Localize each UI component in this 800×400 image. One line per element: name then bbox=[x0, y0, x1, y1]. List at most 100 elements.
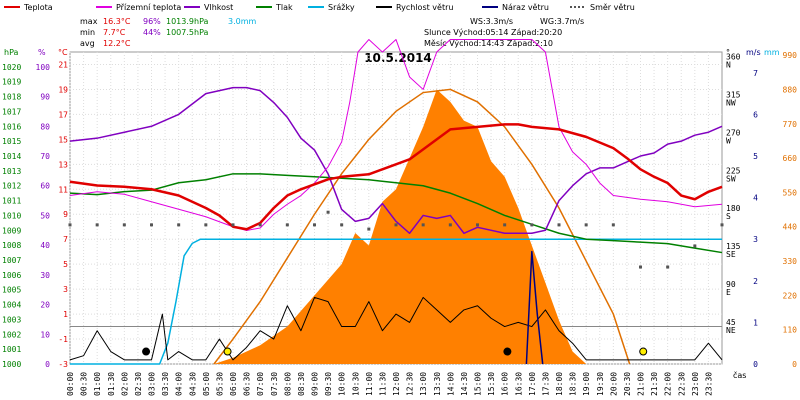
tick-time: 02:00 bbox=[120, 372, 129, 396]
tick-hpa: 1014 bbox=[2, 152, 21, 161]
tick-direction: 45 bbox=[726, 318, 736, 327]
tick-direction: 90 bbox=[726, 280, 736, 289]
tick-hpa: 1018 bbox=[2, 93, 21, 102]
tick-time: 02:30 bbox=[134, 372, 143, 396]
tick-hpa: 1004 bbox=[2, 301, 21, 310]
tick-ms: 5 bbox=[753, 152, 758, 161]
tick-temp: -1 bbox=[58, 335, 68, 344]
legend-rychlost-vetru: Rychlost větru bbox=[396, 3, 453, 12]
tick-hpa: 1000 bbox=[2, 360, 21, 369]
tick-time: 15:30 bbox=[487, 372, 496, 396]
tick-mm: 0 bbox=[792, 360, 797, 369]
solar-radiation-area bbox=[213, 89, 587, 364]
tick-mm: 440 bbox=[783, 223, 798, 232]
stat-ws: WS:3.3m/s bbox=[470, 17, 513, 26]
wind-direction-point bbox=[584, 223, 588, 227]
axis-label-pct: % bbox=[38, 48, 46, 57]
tick-time: 03:30 bbox=[161, 372, 170, 396]
tick-pct: 70 bbox=[40, 152, 50, 161]
tick-time: 23:30 bbox=[704, 372, 713, 396]
tick-time: 20:30 bbox=[623, 372, 632, 396]
tick-hpa: 1006 bbox=[2, 271, 21, 280]
tick-time: 07:30 bbox=[270, 372, 279, 396]
stat-max-press: 1013.9hPa bbox=[166, 17, 209, 26]
stat-min-label: min bbox=[80, 28, 95, 37]
stat-min-temp: 7.7°C bbox=[103, 28, 126, 37]
wind-direction-point bbox=[68, 223, 72, 227]
wind-direction-point bbox=[720, 223, 724, 227]
tick-temp: -3 bbox=[58, 360, 68, 369]
tick-hpa: 1003 bbox=[2, 315, 21, 324]
tick-temp: 21 bbox=[58, 60, 68, 69]
tick-time: 20:00 bbox=[609, 372, 618, 396]
tick-time: 04:30 bbox=[188, 372, 197, 396]
tick-time: 16:00 bbox=[501, 372, 510, 396]
stat-moon: Měsíc Východ:14:43 Západ:2:10 bbox=[424, 39, 553, 48]
stats-block: max 16.3°C 96% 1013.9hPa 3.0mm min 7.7°C… bbox=[80, 17, 584, 48]
tick-pct: 90 bbox=[40, 93, 50, 102]
tick-temp: 19 bbox=[58, 85, 68, 94]
tick-direction: 135 bbox=[726, 242, 741, 251]
stat-max-label: max bbox=[80, 17, 98, 26]
tick-temp: 13 bbox=[58, 160, 68, 169]
tick-direction: NW bbox=[726, 98, 736, 107]
wind-direction-point bbox=[639, 265, 642, 269]
tick-time: 14:00 bbox=[446, 372, 455, 396]
tick-ms: 1 bbox=[753, 318, 758, 327]
tick-ms: 4 bbox=[753, 194, 758, 203]
wind-direction-point bbox=[666, 265, 670, 269]
tick-hpa: 1008 bbox=[2, 241, 21, 250]
tick-direction: 360 bbox=[726, 52, 741, 61]
markers bbox=[142, 347, 648, 356]
tick-time: 17:00 bbox=[528, 372, 537, 396]
tick-hpa: 1020 bbox=[2, 63, 21, 72]
wind-direction-point bbox=[285, 223, 289, 227]
axis-label-deg: ° bbox=[726, 48, 730, 57]
tick-temp: 9 bbox=[63, 210, 68, 219]
wind-direction-point bbox=[150, 223, 153, 227]
wind-direction-point bbox=[326, 210, 330, 214]
tick-time: 06:30 bbox=[243, 372, 252, 396]
wind-direction-series bbox=[68, 210, 724, 269]
tick-pct: 10 bbox=[40, 330, 50, 339]
stat-min-hum: 44% bbox=[143, 28, 161, 37]
tick-ms: 6 bbox=[753, 110, 758, 119]
solar-theoretical-line bbox=[213, 88, 631, 365]
tick-pct: 50 bbox=[40, 211, 50, 220]
tick-hpa: 1002 bbox=[2, 330, 21, 339]
moon-marker bbox=[503, 347, 512, 356]
stat-rain: 3.0mm bbox=[228, 17, 257, 26]
tick-pct: 30 bbox=[40, 271, 50, 280]
tick-time: 10:00 bbox=[338, 372, 347, 396]
tick-hpa: 1013 bbox=[2, 167, 21, 176]
tick-time: 03:00 bbox=[148, 372, 157, 396]
tick-time: 18:00 bbox=[555, 372, 564, 396]
moon-marker bbox=[142, 347, 151, 356]
tick-temp: 3 bbox=[63, 285, 68, 294]
wind-direction-point bbox=[95, 223, 99, 227]
wind-gust-line bbox=[525, 250, 544, 365]
axis-label-time: čas bbox=[733, 370, 746, 380]
tick-hpa: 1015 bbox=[2, 137, 21, 146]
stat-max-hum: 96% bbox=[143, 17, 161, 26]
legend-vlhkost: Vlhkost bbox=[204, 3, 233, 12]
wind-direction-point bbox=[448, 223, 452, 227]
tick-hpa: 1012 bbox=[2, 182, 21, 191]
tick-hpa: 1016 bbox=[2, 122, 21, 131]
tick-mm: 880 bbox=[783, 85, 798, 94]
axis-label-mm: mm bbox=[764, 48, 780, 57]
axis-ticks: 1000100110021003100410051006100710081009… bbox=[2, 51, 797, 396]
legend-teplota: Teplota bbox=[23, 3, 53, 12]
legend-srazky: Srážky bbox=[328, 3, 355, 12]
tick-pct: 60 bbox=[40, 182, 50, 191]
tick-hpa: 1001 bbox=[2, 345, 21, 354]
wind-direction-point bbox=[530, 223, 534, 227]
tick-time: 13:00 bbox=[419, 372, 428, 396]
tick-time: 00:30 bbox=[80, 372, 89, 396]
line-series bbox=[69, 39, 723, 365]
humidity-line bbox=[69, 86, 723, 235]
tick-ms: 7 bbox=[753, 69, 758, 78]
wind-direction-point bbox=[421, 223, 425, 227]
